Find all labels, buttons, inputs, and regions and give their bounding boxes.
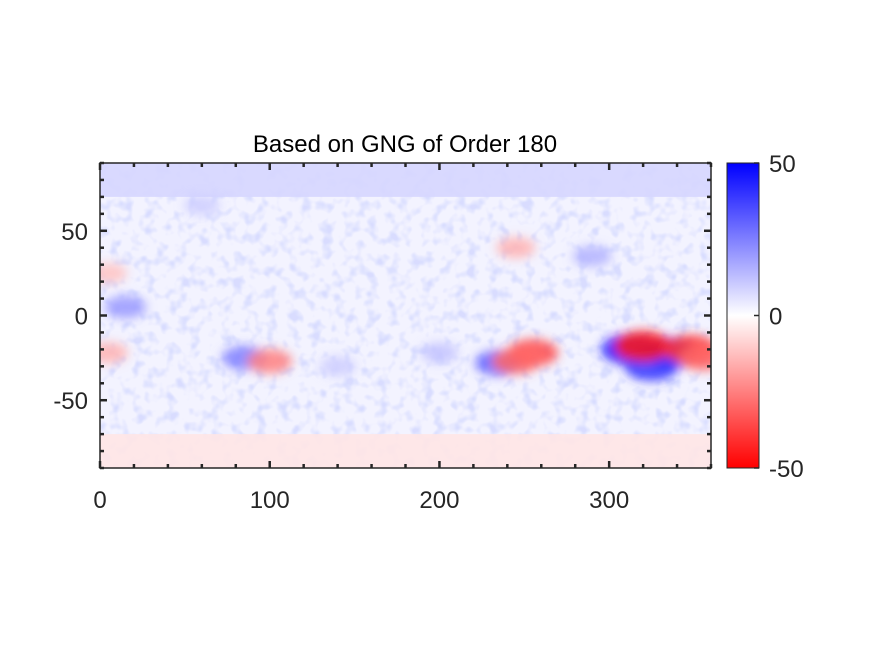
x-tick-label: 300: [589, 487, 629, 514]
field-feature-13: [420, 342, 458, 363]
y-tick-label: -50: [53, 388, 88, 415]
x-tick-label: 0: [93, 487, 106, 514]
y-tick-label: 50: [61, 219, 88, 246]
colorbar-tick-label: -50: [769, 456, 804, 483]
field-feature-12: [572, 245, 612, 267]
field-feature-18: [183, 195, 220, 216]
y-tick-label: 0: [75, 304, 88, 331]
field-feature-14: [100, 263, 128, 284]
field-features: [100, 195, 711, 381]
colorbar-tick-label: 0: [769, 304, 782, 331]
latitude-band-0: [100, 163, 711, 197]
field-feature-15: [104, 295, 147, 319]
latitude-band-1: [100, 434, 711, 468]
plot-area: [100, 163, 711, 468]
colorbar-ticks: 50 0 -50: [754, 151, 804, 483]
field-feature-4: [491, 348, 540, 375]
field-feature-17: [319, 356, 356, 377]
x-axis: 0 100 200 300: [93, 163, 713, 514]
field-feature-16: [100, 342, 128, 364]
field-feature-1: [247, 349, 293, 374]
colorbar-tick-label: 50: [769, 151, 796, 178]
field-feature-8: [614, 330, 672, 362]
chart-title: Based on GNG of Order 180: [253, 131, 557, 158]
field-feature-11: [496, 237, 536, 259]
y-axis: 50 0 -50: [53, 161, 711, 470]
colorbar: [726, 162, 760, 469]
x-tick-label: 200: [419, 487, 459, 514]
x-tick-label: 100: [250, 487, 290, 514]
field-feature-10: [678, 344, 711, 371]
